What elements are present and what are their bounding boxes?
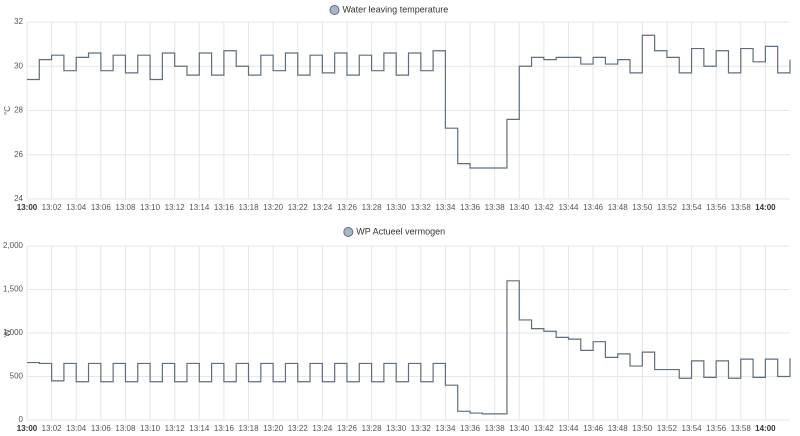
x-tick-label: 13:54 — [682, 424, 703, 433]
legend-swatch — [343, 227, 354, 237]
x-tick-label: 13:22 — [288, 424, 309, 433]
x-tick-label: 13:02 — [42, 203, 63, 212]
x-tick-label: 13:56 — [706, 424, 727, 433]
x-tick-label: 13:14 — [189, 203, 210, 212]
x-tick-label: 13:12 — [165, 424, 186, 433]
x-tick-label: 13:50 — [632, 203, 653, 212]
y-tick-label: 32 — [14, 17, 23, 26]
x-tick-label: 13:26 — [337, 424, 358, 433]
x-tick-label: 13:18 — [239, 203, 260, 212]
x-tick-label: 13:16 — [214, 203, 235, 212]
x-tick-label: 13:50 — [632, 424, 653, 433]
x-tick-label: 13:20 — [263, 203, 284, 212]
legend-label: WP Actueel vermogen — [356, 226, 445, 236]
x-tick-label: 13:08 — [115, 203, 136, 212]
x-tick-label: 13:44 — [558, 203, 579, 212]
x-tick-label: 13:28 — [362, 424, 383, 433]
y-tick-label: 500 — [10, 372, 24, 381]
x-tick-label: 13:00 — [17, 424, 38, 433]
x-tick-label: 13:34 — [435, 203, 456, 212]
x-tick-label: 13:46 — [583, 203, 604, 212]
x-tick-label: 13:10 — [140, 424, 161, 433]
x-tick-label: 13:08 — [115, 424, 136, 433]
legend-label: Water leaving temperature — [343, 4, 449, 14]
x-tick-label: 13:16 — [214, 424, 235, 433]
x-tick-label: 13:06 — [91, 203, 112, 212]
x-tick-label: 13:12 — [165, 203, 186, 212]
x-tick-label: 13:48 — [608, 424, 629, 433]
x-tick-label: 13:42 — [534, 203, 555, 212]
y-tick-label: 26 — [14, 150, 23, 159]
x-tick-label: 13:58 — [731, 203, 752, 212]
y-tick-label: 30 — [14, 61, 23, 70]
x-tick-label: 13:02 — [42, 424, 63, 433]
x-tick-label: 13:10 — [140, 203, 161, 212]
x-tick-label: 14:00 — [755, 203, 776, 212]
x-tick-label: 13:42 — [534, 424, 555, 433]
x-tick-label: 13:18 — [239, 424, 260, 433]
x-tick-label: 13:48 — [608, 203, 629, 212]
x-tick-label: 13:28 — [362, 203, 383, 212]
x-tick-label: 13:58 — [731, 424, 752, 433]
y-tick-label: 28 — [14, 106, 23, 115]
x-tick-label: 13:04 — [66, 203, 87, 212]
data-line — [27, 34, 791, 169]
y-tick-label: 2,000 — [3, 241, 24, 250]
y-tick-label: 0 — [19, 415, 24, 424]
y-axis-label: W — [3, 329, 12, 337]
x-tick-label: 13:00 — [17, 203, 38, 212]
x-tick-label: 13:24 — [312, 203, 333, 212]
x-tick-label: 13:44 — [558, 424, 579, 433]
x-tick-label: 13:36 — [460, 203, 481, 212]
x-tick-label: 13:32 — [411, 203, 432, 212]
x-tick-label: 13:54 — [682, 203, 703, 212]
x-tick-label: 13:38 — [485, 203, 506, 212]
legend-swatch — [329, 5, 340, 15]
x-tick-label: 13:06 — [91, 424, 112, 433]
x-tick-label: 13:40 — [509, 203, 530, 212]
x-tick-label: 13:30 — [386, 424, 407, 433]
x-tick-label: 13:46 — [583, 424, 604, 433]
x-tick-label: 13:32 — [411, 424, 432, 433]
data-line — [27, 280, 791, 415]
x-tick-label: 13:34 — [435, 424, 456, 433]
x-tick-label: 13:52 — [657, 424, 678, 433]
x-tick-label: 13:56 — [706, 203, 727, 212]
x-tick-label: 13:30 — [386, 203, 407, 212]
x-tick-label: 13:36 — [460, 424, 481, 433]
y-tick-label: 24 — [14, 194, 23, 203]
y-axis-label: °C — [3, 106, 12, 115]
x-tick-label: 13:04 — [66, 424, 87, 433]
y-tick-label: 1,500 — [3, 285, 24, 294]
y-tick-label: 1,000 — [3, 328, 24, 337]
x-tick-label: 13:38 — [485, 424, 506, 433]
x-tick-label: 13:40 — [509, 424, 530, 433]
x-tick-label: 13:26 — [337, 203, 358, 212]
x-tick-label: 13:14 — [189, 424, 210, 433]
x-tick-label: 13:52 — [657, 203, 678, 212]
x-tick-label: 13:22 — [288, 203, 309, 212]
x-tick-label: 13:24 — [312, 424, 333, 433]
x-tick-label: 14:00 — [755, 424, 776, 433]
x-tick-label: 13:20 — [263, 424, 284, 433]
